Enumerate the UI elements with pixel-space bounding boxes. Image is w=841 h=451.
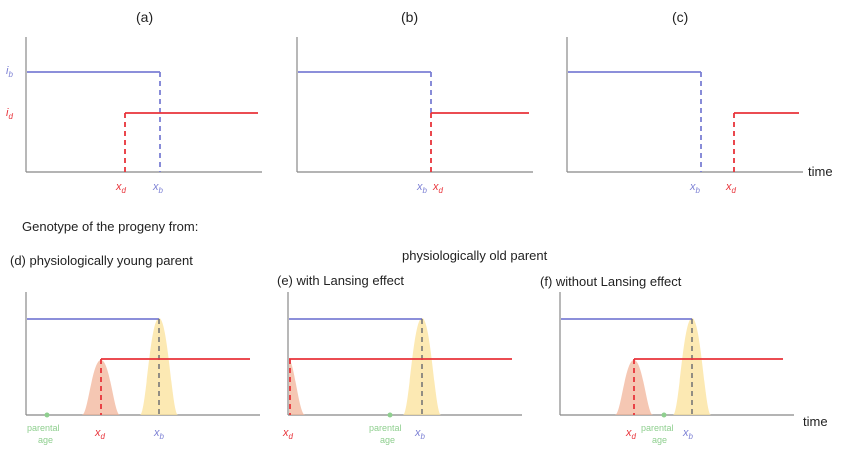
with-lansing-heading: (e) with Lansing effect — [277, 273, 404, 288]
panel-e-age-label: age — [380, 435, 395, 445]
panel-e-parental-age-dot — [387, 412, 393, 418]
panel-b-xb-label: xb — [416, 181, 428, 195]
panel-a-xd-label: xd — [115, 181, 127, 195]
panel-e: xd parental age xb — [282, 292, 522, 445]
panel-c-xb-label: xb — [689, 181, 701, 195]
panel-e-xb-label: xb — [414, 427, 426, 441]
without-lansing-heading: (f) without Lansing effect — [540, 274, 682, 289]
panel-c-label: (c) — [672, 9, 688, 25]
panel-e-parental-label: parental — [369, 423, 402, 433]
top-time-label: time — [808, 164, 833, 179]
panel-f-xb-label: xb — [682, 427, 694, 441]
bottom-time-label: time — [803, 414, 828, 429]
panel-a-xb-label: xb — [152, 181, 164, 195]
panel-f-age-label: age — [652, 435, 667, 445]
panel-f-parental-age-dot — [661, 412, 667, 418]
panel-d-xb-label: xb — [153, 427, 165, 441]
genotype-heading: Genotype of the progeny from: — [22, 219, 198, 234]
panel-b-label: (b) — [401, 9, 418, 25]
panel-b: (b) xb xd — [296, 9, 533, 195]
old-parent-heading: physiologically old parent — [402, 248, 548, 263]
panel-c-xd-label: xd — [725, 181, 737, 195]
young-parent-heading: (d) physiologically young parent — [10, 253, 193, 268]
panel-e-xd-label: xd — [282, 427, 294, 441]
panel-d-parental-age-dot — [44, 412, 50, 418]
ib-axis-label: ib — [6, 65, 13, 79]
panel-d-parental-label: parental — [27, 423, 60, 433]
panel-a: (a) ib id xd xb — [6, 9, 262, 195]
panel-b-xd-label: xd — [432, 181, 444, 195]
panel-d: parental age xd xb — [25, 292, 260, 445]
panel-e-death-peak — [289, 360, 305, 415]
panel-f-parental-label: parental — [641, 423, 674, 433]
panel-a-label: (a) — [136, 9, 153, 25]
id-axis-label: id — [6, 107, 13, 121]
panel-c: (c) xb xd time — [566, 9, 833, 195]
panel-f-xd-label: xd — [625, 427, 637, 441]
panel-f: xd parental age xb time — [559, 292, 828, 445]
panel-d-age-label: age — [38, 435, 53, 445]
panel-d-xd-label: xd — [94, 427, 106, 441]
